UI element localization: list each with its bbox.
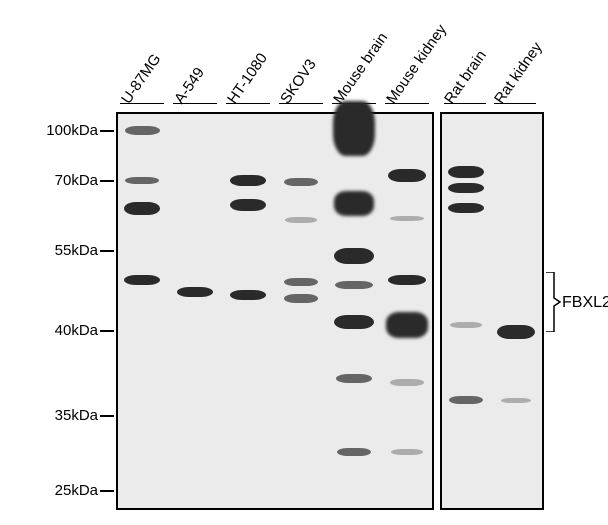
lane-bracket-2 [173,103,217,107]
lane-bracket-1 [120,103,164,107]
band [386,312,428,338]
band [230,175,266,186]
lane-label-3: HT-1080 [224,50,271,107]
band [388,169,426,182]
lane-label-7: Rat brain [441,47,490,107]
band [334,191,374,216]
band [335,281,373,289]
lane-bracket-8 [494,103,536,107]
lane-label-2: A-549 [171,64,208,107]
band [124,275,160,285]
lane-label-4: SKOV3 [277,56,320,107]
lane-label-1: U-87MG [118,51,164,107]
blot-panel-left [116,112,434,510]
mw-tick-40 [100,330,114,332]
band [390,379,424,386]
mw-label-40: 40kDa [42,322,98,339]
mw-tick-100 [100,130,114,132]
mw-label-100: 100kDa [42,122,98,139]
band [501,398,531,403]
band [284,178,318,186]
band [334,315,374,329]
mw-label-35: 35kDa [42,407,98,424]
band [125,126,160,135]
lane-bracket-6 [385,103,429,107]
mw-label-25: 25kDa [42,482,98,499]
band [333,101,375,156]
band [230,290,266,300]
band [285,217,317,223]
band [448,166,484,178]
mw-tick-25 [100,490,114,492]
band [284,278,318,286]
band [334,248,374,264]
band [390,216,424,221]
band [177,287,213,297]
band [125,177,159,184]
band [337,448,371,456]
target-bracket-icon [546,272,562,332]
lane-label-8: Rat kidney [491,39,546,107]
lane-bracket-4 [279,103,323,107]
band [449,396,483,404]
lane-label-6: Mouse kidney [383,21,450,107]
band [124,202,160,215]
target-label: FBXL2 [562,294,608,312]
band [448,203,484,213]
lane-label-5: Mouse brain [330,30,391,107]
lane-bracket-7 [444,103,486,107]
band [336,374,372,383]
lane-bracket-3 [226,103,270,107]
mw-tick-35 [100,415,114,417]
mw-tick-70 [100,180,114,182]
mw-label-70: 70kDa [42,172,98,189]
band [230,199,266,211]
band [448,183,484,193]
band [284,294,318,303]
band [497,325,535,339]
figure-container: 100kDa 70kDa 55kDa 40kDa 35kDa 25kDa U-8… [0,0,608,525]
mw-label-55: 55kDa [42,242,98,259]
mw-tick-55 [100,250,114,252]
band [391,449,423,455]
band [388,275,426,285]
band [450,322,482,328]
